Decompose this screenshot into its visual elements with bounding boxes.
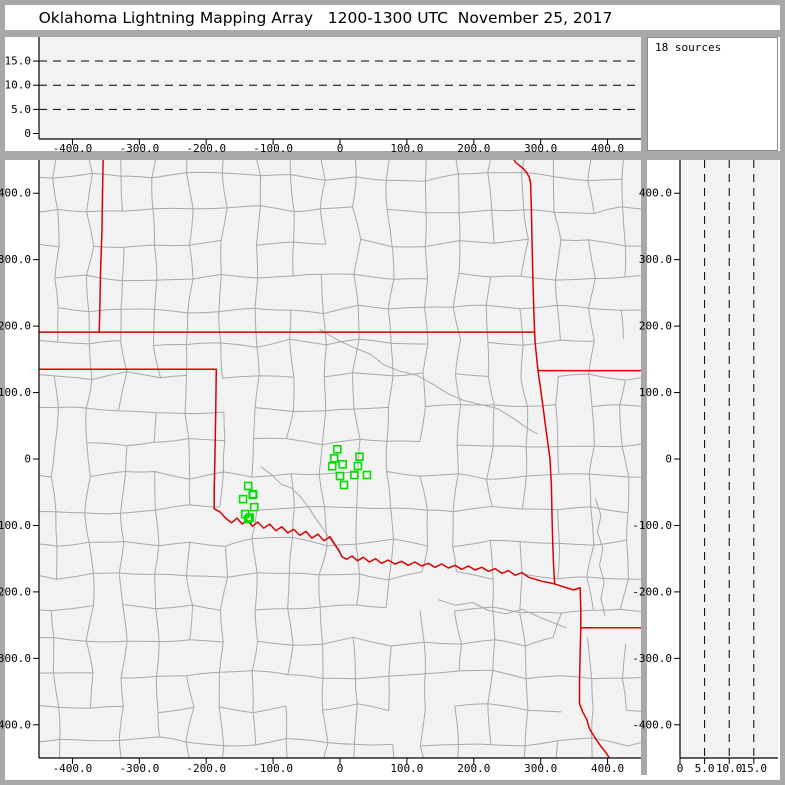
state-borders [39,160,641,758]
ew-x-axis: -400.0 -300.0 -200.0 -100.0 0 100.0 200.0 300.0… [53,139,624,155]
source-marker [362,470,372,480]
map-y-axis: 400.0 300.0 200.0 100.0 0 -100.0 -200.0 -300.0 -… [0,187,39,731]
tick-label: -200.0 [0,585,31,598]
tick-label: 200.0 [0,320,31,333]
ns-y-axis: 400.0 300.0 200.0 100.0 0 -100.0 -200.0 -300.0 -… [632,187,680,731]
tick-label: 15.0 [5,55,32,68]
source-marker [245,513,254,522]
ew-altitude-plot-area[interactable] [39,37,641,139]
tick-label: 5.0 [11,103,31,116]
tick-label: -100.0 [632,519,672,532]
tick-label: 300.0 [524,142,557,155]
source-marker [243,514,253,524]
tick-label: 100.0 [390,142,423,155]
state-border-colorado-kansas [98,160,104,333]
tick-label: 100.0 [639,386,672,399]
altitude-gridlines [704,160,755,758]
tick-label: -200.0 [632,585,672,598]
tick-label: -300.0 [119,142,159,155]
tick-label: -100.0 [253,142,293,155]
state-border-kansas-missouri-oklahoma-arkansas [513,160,556,585]
tick-label: 100.0 [0,386,31,399]
source-marker [350,470,359,480]
map-x-axis: -400.0 -300.0 -200.0 -100.0 0 100.0 200.0 300.0… [53,758,624,775]
source-marker [238,494,248,504]
tick-label: 100.0 [390,762,423,775]
plan-view-map: -400.0 -300.0 -200.0 -100.0 0 100.0 200.0 300.0… [0,160,641,775]
tick-label: -300.0 [632,652,672,665]
river-lines [260,328,606,629]
state-border-red-river [213,508,556,585]
tick-label: 0 [337,762,344,775]
map-plot-area[interactable] [39,160,641,758]
tick-label: 400.0 [639,187,672,200]
tick-label: 0 [24,127,31,140]
source-marker [339,480,349,490]
source-marker [329,453,339,463]
county-lines [39,160,641,758]
source-marker [248,490,257,500]
tick-label: -200.0 [186,762,226,775]
state-border-texas-arkansas [578,587,582,705]
tick-label: -400.0 [53,142,93,155]
tick-label: -100.0 [0,519,31,532]
tick-label: 300.0 [524,762,557,775]
tick-label: 0 [24,453,31,466]
source-marker [243,481,253,491]
state-border-red-river-east [553,583,581,591]
altitude-gridlines [39,60,641,110]
tick-label: 0 [337,142,344,155]
tick-label: 300.0 [639,253,672,266]
tick-label: 400.0 [0,187,31,200]
source-marker [327,461,337,471]
tick-label: -100.0 [253,762,293,775]
tick-label: 200.0 [457,142,490,155]
state-border-texas-louisiana [578,702,611,758]
source-marker [355,452,364,462]
source-marker [249,502,259,512]
tick-label: 10.0 [5,79,32,92]
window-title: Oklahoma Lightning Mapping Array 1200-13… [38,8,613,27]
tick-label: 400.0 [591,142,624,155]
separator-vertical [641,30,647,775]
state-border-texas-oklahoma-100W [213,368,218,510]
source-marker [332,444,342,454]
tick-label: 10.0 [716,762,743,775]
tick-label: 200.0 [457,762,490,775]
tick-label: 0 [665,453,672,466]
tick-label: -200.0 [186,142,226,155]
source-marker [335,471,345,481]
tick-label: -400.0 [53,762,93,775]
tick-label: 300.0 [0,253,31,266]
ew-y-axis: 15.0 10.0 5.0 0 [5,55,39,140]
tick-label: 0 [677,762,684,775]
tick-label: 200.0 [639,320,672,333]
sources-count-label: 18 sources [655,41,722,54]
tick-label: 400.0 [591,762,624,775]
source-marker [338,459,348,469]
separator-horizontal-mid [5,151,780,160]
separator-horizontal-top [5,30,780,37]
lightning-source-markers [238,444,372,524]
tick-label: -300.0 [0,652,31,665]
tick-label: -400.0 [0,718,31,731]
tick-label: -300.0 [119,762,159,775]
sources-count-box: 18 sources [647,37,778,151]
ns-x-axis: 0 5.0 10.015.0 [677,758,767,775]
ew-altitude-panel: -400.0 -300.0 -200.0 -100.0 0 100.0 200.0 300.0… [5,37,641,155]
tick-label: -400.0 [632,718,672,731]
tick-label: 5.0 [695,762,715,775]
ns-altitude-panel: 0 5.0 10.015.0 400.0 300.0 200.0 100.0 0 -100.0 -… [632,160,778,775]
source-marker [353,461,363,471]
tick-label: 15.0 [741,762,768,775]
